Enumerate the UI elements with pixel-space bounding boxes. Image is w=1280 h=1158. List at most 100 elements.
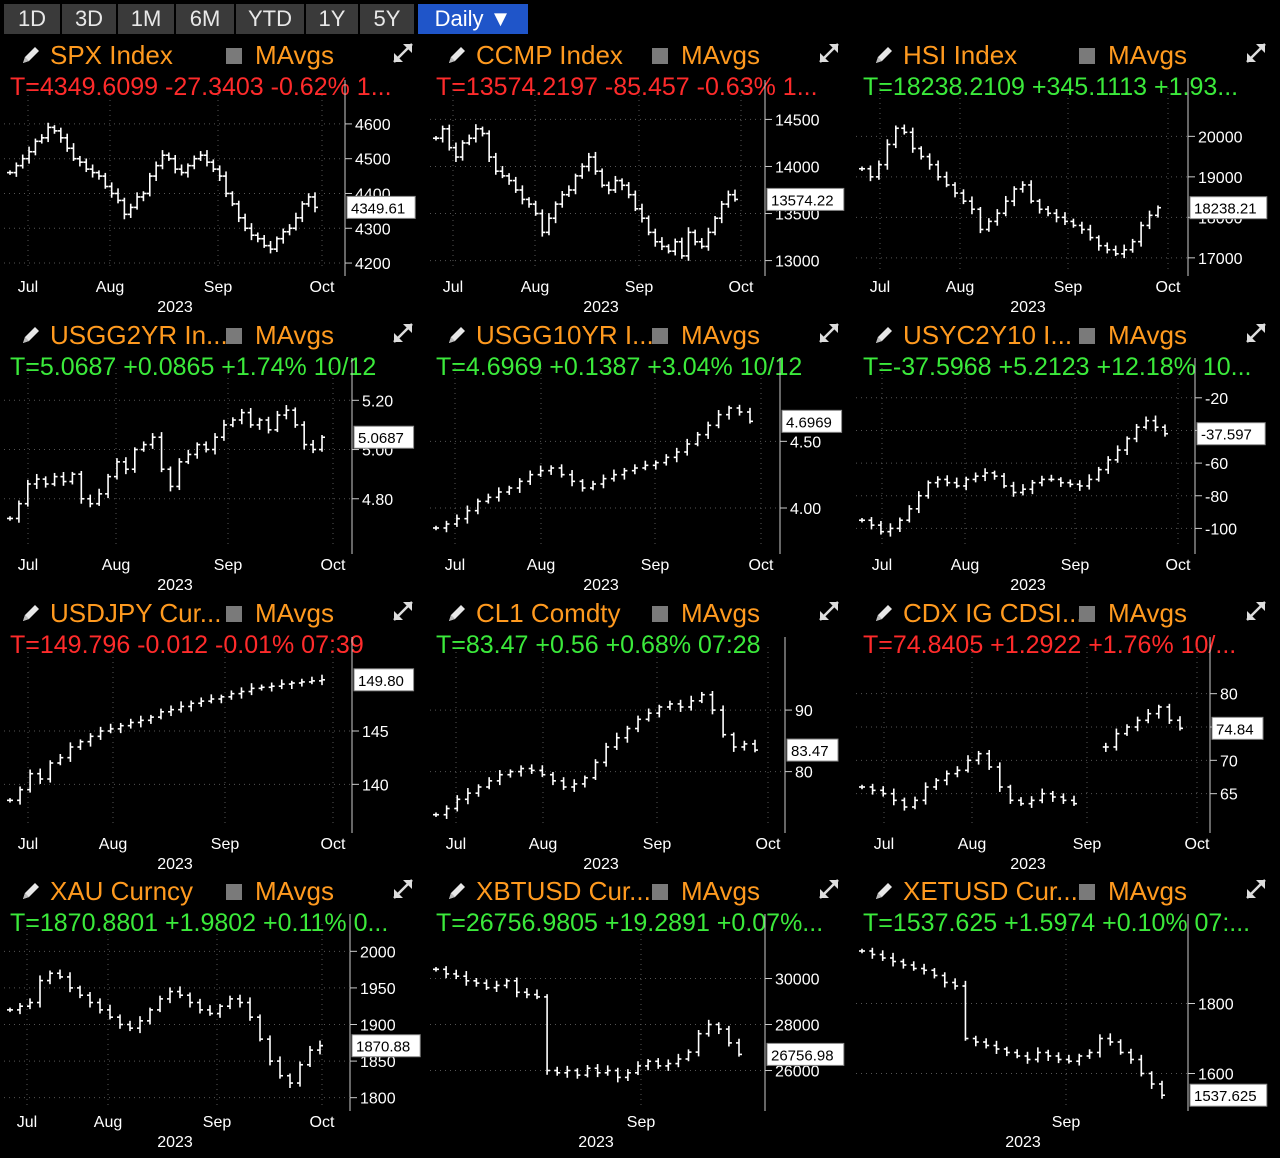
mavgs-label[interactable]: MAvgs [255,598,334,628]
ohlc-bar [559,191,566,208]
ohlc-bar [278,679,285,690]
mavgs-label[interactable]: MAvgs [681,40,760,70]
mavgs-checkbox[interactable] [1079,48,1095,64]
pencil-icon[interactable] [873,324,895,346]
expand-icon[interactable] [816,876,842,902]
ohlc-bar [635,715,642,733]
chart-panel: USGG10YR I... MAvgs T=4.6969 +0.1387 +3.04… [428,318,854,597]
price-chart: Jul Aug Sep Oct 2023 2000 1950 1900 1850 1800 1870… [4,914,421,1151]
ohlc-bar [247,407,254,428]
ohlc-bar [688,695,695,711]
pencil-icon[interactable] [446,44,468,66]
expand-icon[interactable] [390,598,416,624]
period-button-5y[interactable]: 5Y [360,4,414,34]
mavgs-checkbox[interactable] [226,48,242,64]
ohlc-bar [892,125,899,149]
ohlc-bar [1095,466,1102,482]
ticker-name[interactable]: USDJPY Cur... [50,598,222,628]
mavgs-label[interactable]: MAvgs [1108,320,1187,350]
x-axis-year: 2023 [157,577,193,594]
pencil-icon[interactable] [873,44,895,66]
period-button-3d[interactable]: 3D [62,4,116,34]
ohlc-bar [42,476,49,488]
ticker-name[interactable]: CL1 Comdty [476,598,621,628]
pencil-icon[interactable] [20,44,42,66]
mavgs-label[interactable]: MAvgs [255,40,334,70]
chart-panel: HSI Index MAvgs T=18238.2109 +345.1113 +1.… [855,38,1280,317]
ticker-name[interactable]: USGG10YR I... [476,320,654,350]
ohlc-bar [147,1007,153,1025]
x-tick-label: Sep [204,279,233,296]
mavgs-label[interactable]: MAvgs [1108,598,1187,628]
pencil-icon[interactable] [20,602,42,624]
pencil-icon[interactable] [873,602,895,624]
mavgs-checkbox[interactable] [652,328,668,344]
mavgs-label[interactable]: MAvgs [1108,876,1187,906]
ohlc-bar [77,985,83,999]
mavgs-label[interactable]: MAvgs [681,598,760,628]
period-button-1m[interactable]: 1M [118,4,174,34]
mavgs-checkbox[interactable] [226,606,242,622]
ohlc-bar [600,474,607,489]
y-tick-label: -60 [1205,456,1228,473]
mavgs-checkbox[interactable] [1079,328,1095,344]
period-button-ytd[interactable]: YTD [236,4,304,34]
mavgs-checkbox[interactable] [652,48,668,64]
expand-icon[interactable] [1243,598,1269,624]
expand-icon[interactable] [390,876,416,902]
mavgs-checkbox[interactable] [652,884,668,900]
ticker-name[interactable]: HSI Index [903,40,1018,70]
ticker-name[interactable]: XETUSD Cur... [903,876,1078,906]
ohlc-bar [678,237,685,259]
ticker-name[interactable]: CCMP Index [476,40,623,70]
expand-icon[interactable] [390,320,416,346]
y-tick-label: 13000 [775,254,820,271]
ohlc-bar [220,419,227,441]
expand-icon[interactable] [1243,320,1269,346]
expand-icon[interactable] [816,598,842,624]
pencil-icon[interactable] [873,880,895,902]
ticker-name[interactable]: USYC2Y10 I... [903,320,1073,350]
mavgs-checkbox[interactable] [652,606,668,622]
period-button-1y[interactable]: 1Y [306,4,358,34]
period-button-6m[interactable]: 6M [176,4,234,34]
mavgs-label[interactable]: MAvgs [255,876,334,906]
ticker-name[interactable]: XAU Curncy [50,876,194,906]
ohlc-bar [1034,1047,1041,1063]
ohlc-bar [506,485,513,495]
ohlc-bar [299,201,306,223]
expand-icon[interactable] [816,320,842,346]
ticker-name[interactable]: XBTUSD Cur... [476,876,651,906]
ohlc-bar [134,192,141,210]
mavgs-checkbox[interactable] [1079,606,1095,622]
pencil-icon[interactable] [446,324,468,346]
expand-icon[interactable] [390,40,416,66]
period-button-1d[interactable]: 1D [4,4,60,34]
ticker-name[interactable]: CDX IG CDSI... [903,598,1084,628]
ohlc-bar [698,691,705,704]
ohlc-bar [599,168,606,188]
mavgs-checkbox[interactable] [226,328,242,344]
last-price-tag: 1537.625 [1189,1083,1268,1107]
mavgs-checkbox[interactable] [1079,884,1095,900]
ticker-name[interactable]: USGG2YR In... [50,320,228,350]
frequency-dropdown[interactable]: Daily ▼ [418,4,528,34]
expand-icon[interactable] [1243,876,1269,902]
pencil-icon[interactable] [446,880,468,902]
ohlc-bar [579,479,586,492]
ohlc-bar [952,182,959,198]
mavgs-label[interactable]: MAvgs [681,320,760,350]
pencil-icon[interactable] [20,880,42,902]
mavgs-label[interactable]: MAvgs [1108,40,1187,70]
mavgs-label[interactable]: MAvgs [255,320,334,350]
ohlc-bar [495,487,502,502]
pencil-icon[interactable] [446,602,468,624]
mavgs-label[interactable]: MAvgs [681,876,760,906]
ticker-name[interactable]: SPX Index [50,40,173,70]
expand-icon[interactable] [1243,40,1269,66]
ohlc-bar [479,126,486,137]
expand-icon[interactable] [816,40,842,66]
mavgs-checkbox[interactable] [226,884,242,900]
x-tick-label: Aug [529,836,557,853]
pencil-icon[interactable] [20,324,42,346]
